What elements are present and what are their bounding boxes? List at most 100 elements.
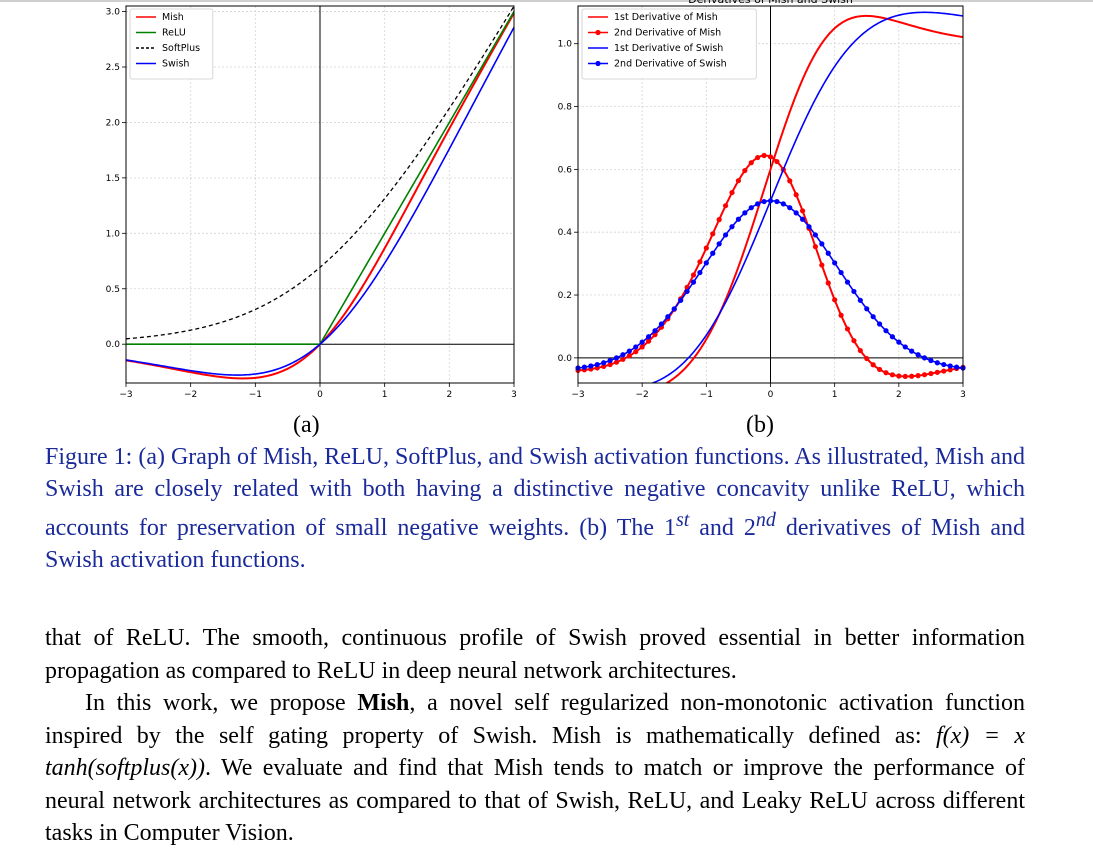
marker-2nd-derivative-of-mish — [825, 280, 831, 286]
marker-2nd-derivative-of-mish — [742, 167, 748, 174]
marker-2nd-derivative-of-swish — [883, 328, 889, 334]
marker-2nd-derivative-of-mish — [857, 347, 863, 354]
legend-label-relu: ReLU — [162, 28, 186, 39]
marker-2nd-derivative-of-mish — [915, 373, 921, 379]
legend-label-2nd-derivative-of-swish: 2nd Derivative of Swish — [614, 59, 727, 70]
marker-2nd-derivative-of-swish — [626, 348, 632, 354]
caption-text-3: derivatives of Mish and Swish activation… — [45, 515, 1025, 573]
marker-2nd-derivative-of-swish — [947, 363, 953, 369]
marker-2nd-derivative-of-swish — [832, 260, 838, 266]
legend-label-mish: Mish — [162, 12, 184, 23]
marker-2nd-derivative-of-mish — [767, 154, 774, 160]
marker-2nd-derivative-of-swish — [729, 224, 735, 230]
chart-title: Derivatives of Mish and Swish — [688, 0, 853, 6]
body-text: that of ReLU. The smooth, continuous pro… — [45, 622, 1025, 850]
x-tick-label: −1 — [700, 390, 713, 400]
marker-2nd-derivative-of-swish — [915, 352, 921, 358]
marker-2nd-derivative-of-mish — [620, 356, 626, 362]
activation-functions-chart: −3 −2 −1 0 1 2 3 0.0 0.5 1.0 1.5 2.0 2.5 3.0 Mish ReLU S… — [90, 0, 520, 400]
marker-2nd-derivative-of-mish — [851, 338, 857, 344]
legend-marker-2nd-derivative-of-mish — [595, 29, 601, 36]
marker-2nd-derivative-of-swish — [607, 357, 613, 364]
marker-2nd-derivative-of-mish — [889, 372, 896, 378]
marker-2nd-derivative-of-swish — [889, 334, 896, 340]
marker-2nd-derivative-of-mish — [735, 178, 742, 184]
caption-sup-2: nd — [755, 509, 776, 531]
marker-2nd-derivative-of-mish — [716, 217, 722, 223]
marker-2nd-derivative-of-swish — [755, 201, 761, 207]
x-tick-label: −1 — [249, 390, 262, 400]
marker-2nd-derivative-of-swish — [620, 352, 626, 358]
marker-2nd-derivative-of-swish — [857, 297, 863, 303]
marker-2nd-derivative-of-swish — [934, 360, 940, 366]
marker-2nd-derivative-of-mish — [902, 373, 908, 380]
y-tick-label: 0.0 — [106, 340, 121, 350]
marker-2nd-derivative-of-swish — [594, 361, 600, 368]
marker-2nd-derivative-of-mish — [729, 189, 735, 196]
subfigure-label-b: (b) — [746, 412, 774, 438]
marker-2nd-derivative-of-mish — [864, 355, 870, 362]
marker-2nd-derivative-of-swish — [678, 297, 684, 303]
marker-2nd-derivative-of-swish — [928, 357, 934, 364]
marker-2nd-derivative-of-swish — [876, 321, 883, 327]
x-tick-label: 2 — [896, 390, 902, 400]
marker-2nd-derivative-of-mish — [652, 332, 658, 338]
x-tick-label: −3 — [571, 390, 584, 400]
marker-2nd-derivative-of-mish — [909, 373, 915, 379]
marker-2nd-derivative-of-mish — [626, 353, 632, 359]
marker-2nd-derivative-of-swish — [941, 361, 947, 368]
marker-2nd-derivative-of-swish — [601, 360, 607, 366]
subfigure-label-a: (a) — [293, 412, 320, 438]
marker-2nd-derivative-of-mish — [832, 297, 838, 303]
marker-2nd-derivative-of-mish — [607, 361, 613, 368]
marker-2nd-derivative-of-swish — [710, 250, 716, 256]
series-line-1st-derivative-of-mish — [664, 14, 963, 383]
marker-2nd-derivative-of-swish — [825, 250, 831, 256]
x-tick-label: 1 — [382, 390, 388, 400]
marker-2nd-derivative-of-swish — [671, 306, 677, 312]
marker-2nd-derivative-of-swish — [588, 363, 594, 369]
marker-2nd-derivative-of-mish — [690, 272, 697, 278]
marker-2nd-derivative-of-mish — [755, 154, 761, 161]
marker-2nd-derivative-of-mish — [799, 208, 806, 214]
marker-2nd-derivative-of-swish — [870, 314, 876, 320]
x-tick-label: 0 — [317, 390, 323, 400]
marker-2nd-derivative-of-mish — [601, 363, 607, 369]
marker-2nd-derivative-of-mish — [787, 178, 793, 184]
marker-2nd-derivative-of-mish — [703, 245, 709, 251]
legend-label-swish: Swish — [162, 59, 189, 70]
figure-caption: Figure 1: (a) Graph of Mish, ReLU, SoftP… — [45, 442, 1025, 576]
marker-2nd-derivative-of-mish — [934, 369, 940, 375]
marker-2nd-derivative-of-mish — [774, 158, 780, 165]
marker-2nd-derivative-of-swish — [921, 355, 928, 361]
marker-2nd-derivative-of-swish — [613, 355, 620, 361]
mish-formula: f(x) = x tanh(softplus(x)) — [45, 722, 1025, 782]
y-tick-label: 0.0 — [558, 354, 573, 364]
marker-2nd-derivative-of-mish — [697, 259, 703, 265]
marker-2nd-derivative-of-swish — [953, 364, 960, 370]
y-tick-label: 3.0 — [106, 8, 121, 18]
marker-2nd-derivative-of-swish — [639, 339, 645, 345]
marker-2nd-derivative-of-swish — [716, 241, 722, 247]
marker-2nd-derivative-of-swish — [844, 279, 851, 285]
y-tick-label: 0.2 — [558, 291, 572, 301]
marker-2nd-derivative-of-swish — [780, 201, 786, 207]
marker-2nd-derivative-of-swish — [735, 216, 742, 222]
legend-label-1st-derivative-of-mish: 1st Derivative of Mish — [614, 12, 718, 23]
marker-2nd-derivative-of-swish — [658, 321, 665, 327]
marker-2nd-derivative-of-mish — [876, 366, 883, 373]
marker-2nd-derivative-of-mish — [645, 338, 652, 344]
marker-2nd-derivative-of-swish — [767, 198, 774, 204]
marker-2nd-derivative-of-swish — [748, 205, 754, 211]
marker-2nd-derivative-of-mish — [613, 359, 620, 365]
marker-2nd-derivative-of-swish — [690, 279, 697, 285]
marker-2nd-derivative-of-mish — [928, 370, 934, 377]
marker-2nd-derivative-of-mish — [870, 362, 876, 368]
p2-text-b: , a novel self regularized non-monotonic… — [45, 690, 1026, 749]
x-tick-label: −2 — [636, 390, 649, 400]
marker-2nd-derivative-of-mish — [819, 262, 825, 268]
marker-2nd-derivative-of-swish — [909, 348, 915, 354]
legend-label-softplus: SoftPlus — [162, 43, 200, 54]
x-tick-label: 3 — [960, 390, 966, 400]
marker-2nd-derivative-of-mish — [921, 372, 928, 378]
